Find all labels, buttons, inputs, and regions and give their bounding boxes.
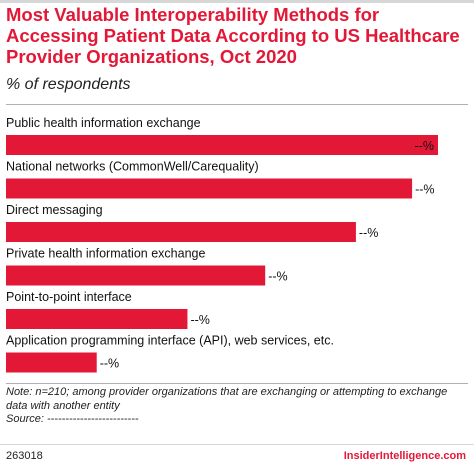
- value-label: --%: [415, 183, 434, 197]
- chart-subtitle: % of respondents: [6, 76, 131, 93]
- value-label: --%: [415, 139, 434, 153]
- value-label: --%: [100, 357, 119, 371]
- chart-note: Note: n=210; among provider organization…: [6, 386, 468, 427]
- bar: [6, 135, 438, 155]
- footer-divider: [0, 444, 474, 445]
- bar: [6, 309, 188, 329]
- value-label: --%: [268, 270, 287, 284]
- header-divider: [6, 104, 468, 105]
- bar: [6, 222, 356, 242]
- bar: [6, 352, 97, 373]
- note-text: Note: n=210; among provider organization…: [6, 386, 448, 412]
- brand-link[interactable]: InsiderIntelligence.com: [343, 450, 466, 462]
- category-label: National networks (CommonWell/Carequalit…: [6, 160, 259, 174]
- note-divider: [6, 383, 468, 384]
- chart-title: Most Valuable Interoperability Methods f…: [6, 4, 460, 67]
- footer: 263018 InsiderIntelligence.com: [0, 444, 474, 467]
- category-label: Public health information exchange: [6, 116, 201, 130]
- category-label: Direct messaging: [6, 203, 103, 217]
- top-rule: [0, 0, 474, 3]
- source-text: Source: -------------------------: [6, 413, 139, 425]
- category-label: Private health information exchange: [6, 247, 205, 261]
- chart-id: 263018: [6, 450, 43, 462]
- value-label: --%: [359, 226, 378, 240]
- bar: [6, 265, 266, 286]
- category-label: Application programming interface (API),…: [6, 334, 334, 348]
- bar-chart: Public health information exchange --% Nat…: [6, 116, 438, 373]
- category-label: Point-to-point interface: [6, 290, 132, 304]
- value-label: --%: [190, 313, 209, 327]
- bar: [6, 178, 413, 199]
